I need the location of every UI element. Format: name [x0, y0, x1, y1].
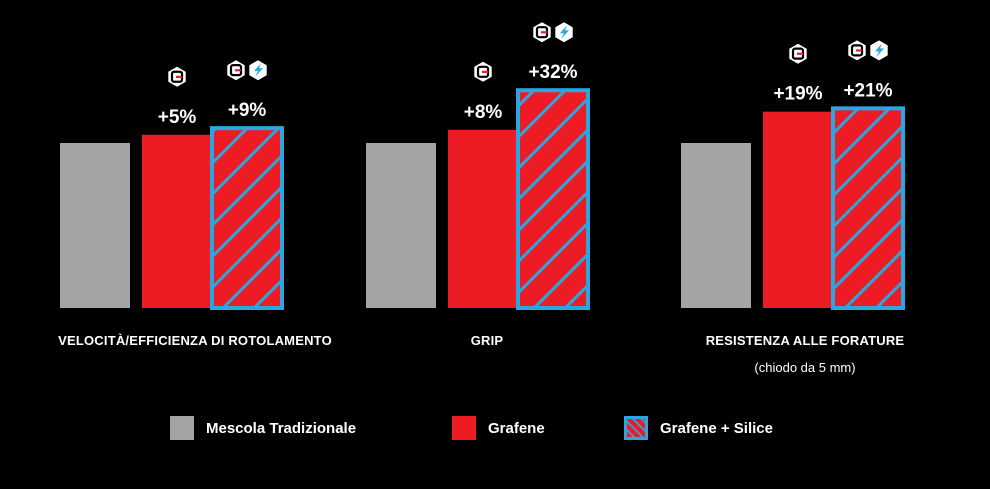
legend-label: Grafene — [488, 419, 545, 437]
data-label-rolling-series-1: +5% — [158, 107, 197, 128]
data-label-rolling-series-2: +9% — [228, 100, 267, 121]
legend-swatch-red — [452, 416, 476, 440]
data-label-puncture-series-2: +21% — [843, 80, 892, 101]
graphene-silica-logo-icon — [848, 40, 888, 61]
graphene-silica-logo-icon — [227, 60, 267, 81]
bar-puncture-series-2 — [831, 106, 905, 310]
legend-item-graphene: Grafene — [452, 416, 545, 440]
graphene-logo-icon — [168, 66, 186, 87]
bar-rolling-series-2 — [210, 126, 284, 310]
legend-label: Grafene + Silice — [660, 419, 773, 437]
category-label-grip: GRIP — [470, 333, 504, 348]
bar-rolling-series-0 — [60, 143, 130, 308]
legend-item-graphene-silica: Grafene + Silice — [624, 416, 773, 440]
bar-grip-series-2 — [516, 88, 590, 310]
graphene-silica-logo-icon — [533, 22, 573, 43]
bar-grip-series-0 — [366, 143, 436, 308]
bar-puncture-series-1 — [763, 111, 833, 309]
data-label-grip-series-1: +8% — [464, 102, 503, 123]
legend-swatch-gray — [170, 416, 194, 440]
legend-label: Mescola Tradizionale — [206, 419, 357, 437]
legend-item-traditional: Mescola Tradizionale — [170, 416, 356, 440]
bar-rolling-series-1 — [142, 134, 212, 308]
bar-puncture-series-0 — [681, 143, 751, 308]
category-label-puncture: RESISTENZA ALLE FORATURE — [705, 333, 905, 348]
category-subtitle-puncture: (chiodo da 5 mm) — [754, 360, 856, 375]
legend-swatch-hatched — [624, 416, 648, 440]
category-label-rolling: VELOCITÀ/EFFICIENZA DI ROTOLAMENTO — [58, 333, 332, 348]
graphene-logo-icon — [474, 61, 492, 82]
bar-grip-series-1 — [448, 129, 518, 308]
graphene-logo-icon — [789, 43, 807, 64]
data-label-puncture-series-1: +19% — [773, 84, 822, 105]
data-label-grip-series-2: +32% — [528, 62, 577, 83]
